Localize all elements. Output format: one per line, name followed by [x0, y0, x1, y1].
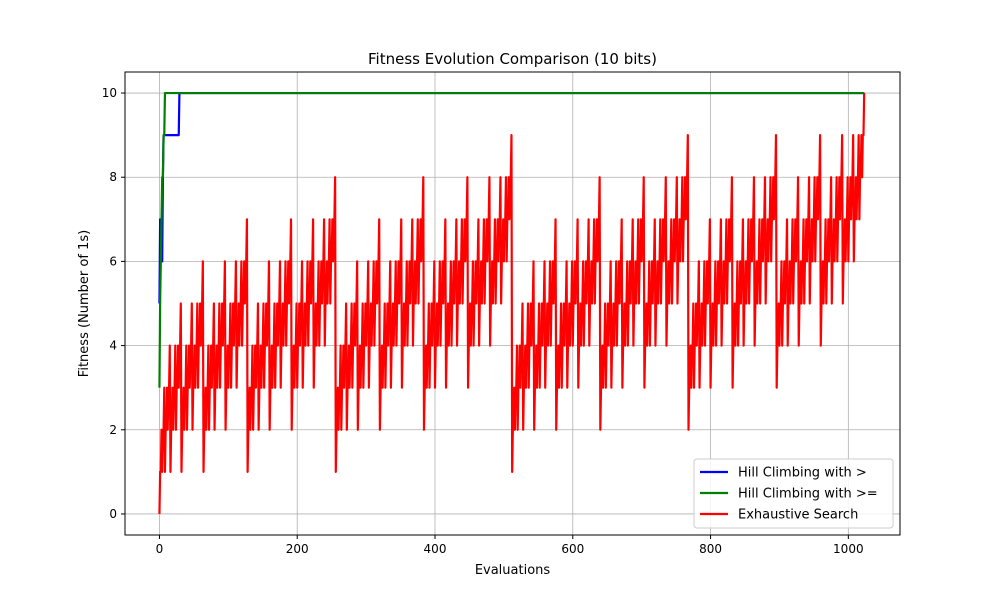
- y-tick-label: 4: [109, 339, 117, 353]
- plot-frame: [124, 71, 901, 536]
- legend-label: Exhaustive Search: [738, 508, 858, 523]
- y-axis-label: Fitness (Number of 1s): [77, 230, 92, 377]
- legend-label: Hill Climbing with >: [738, 466, 867, 481]
- x-tick-label: 1000: [833, 542, 864, 556]
- y-tick-label: 6: [109, 254, 117, 268]
- series-line-exhaustive-search: [158, 93, 866, 514]
- series-line-hill-climbing-with: [158, 91, 865, 388]
- x-tick-label: 200: [286, 542, 309, 556]
- legend-box: [693, 458, 894, 529]
- x-tick-label: 600: [561, 542, 584, 556]
- legend-label: Hill Climbing with >=: [738, 487, 878, 502]
- x-tick-label: 800: [699, 542, 722, 556]
- legend: Hill Climbing with > Hill Climbing with >…: [693, 458, 894, 529]
- chart-title: Fitness Evolution Comparison (10 bits): [368, 50, 657, 68]
- x-tick-label: 400: [424, 542, 447, 556]
- series-layer: [158, 91, 866, 514]
- y-tick-label: 0: [109, 507, 117, 521]
- x-axis-label: Evaluations: [475, 563, 551, 578]
- x-tick-label: 0: [156, 542, 164, 556]
- ticks: 0 200 400 600 800 1000 0 2 4 6 8 10: [102, 86, 864, 556]
- y-tick-label: 2: [109, 423, 117, 437]
- y-tick-label: 10: [102, 86, 117, 100]
- y-tick-label: 8: [109, 170, 117, 184]
